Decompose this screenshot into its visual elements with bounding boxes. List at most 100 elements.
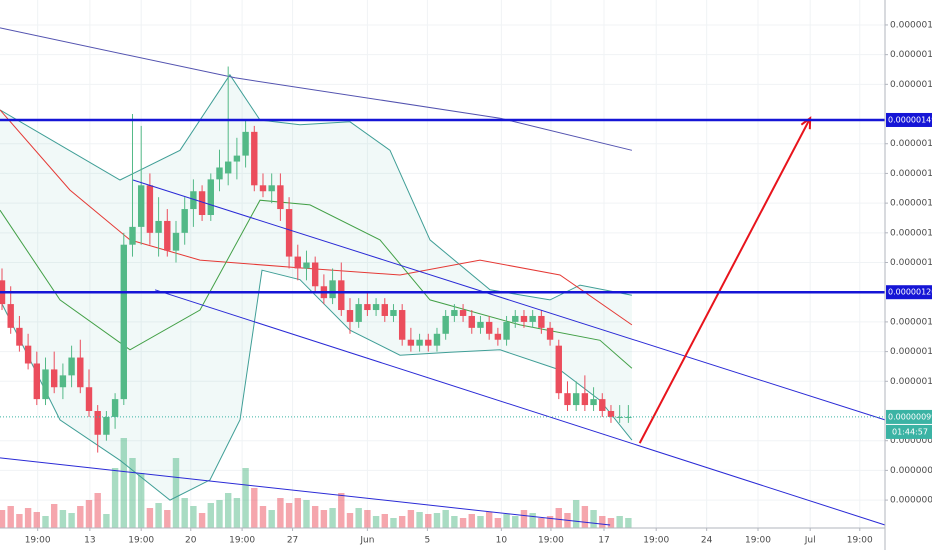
candle-body [42, 369, 49, 400]
candle-body [364, 304, 371, 311]
candle-body [277, 185, 284, 210]
candle-body [581, 393, 589, 406]
candle-body [616, 416, 623, 418]
x-tick-label: 19:00 [847, 536, 873, 546]
candle-body [407, 339, 415, 346]
volume-bar [512, 516, 519, 528]
volume-bar [120, 438, 127, 528]
candle-body [564, 393, 571, 406]
trendline [154, 289, 886, 526]
volume-bar [277, 498, 284, 528]
candle-body [24, 345, 32, 364]
volume-bar [224, 493, 232, 528]
candle-body [459, 310, 467, 316]
candle-body [451, 310, 458, 316]
candle-body [338, 280, 345, 311]
volume-bar [77, 506, 84, 528]
candle-body [494, 333, 502, 340]
x-tick-label: 19:00 [643, 536, 669, 546]
volume-bar [590, 510, 597, 528]
candle-body [59, 375, 67, 388]
candle-body [85, 387, 93, 411]
candle-body [607, 410, 615, 417]
candle-body [259, 185, 267, 192]
volume-bar [433, 513, 441, 528]
candle-body [512, 315, 519, 322]
candle-body [398, 310, 406, 340]
x-tick-label: 17 [598, 536, 609, 546]
bollinger-upper [0, 73, 632, 301]
x-tick-label: 19:00 [25, 536, 51, 546]
x-tick-label: 19:00 [538, 536, 564, 546]
volume-bar [581, 506, 589, 528]
candle-body [181, 209, 188, 233]
volume-bar [68, 513, 75, 528]
countdown-label: 01:44:57 [892, 427, 928, 436]
volume-bar [477, 516, 484, 528]
x-tick-label: 27 [287, 536, 298, 546]
volume-bar [259, 506, 267, 528]
volume-bar [233, 498, 241, 528]
candle-body [146, 185, 154, 233]
last-price-label: 0.00000099 [888, 412, 932, 421]
y-tick-label: 0.00000160 [890, 50, 932, 60]
candle-body [381, 304, 388, 316]
volume-bar [459, 518, 467, 528]
candle-body [468, 315, 475, 328]
moving-average [0, 199, 633, 369]
volume-bar [7, 506, 14, 528]
volume-bar [137, 473, 145, 528]
volume-bar [0, 510, 6, 528]
volume-bar [390, 518, 397, 528]
candle-body [94, 410, 101, 435]
y-tick-label: 0.00000125 [890, 258, 932, 268]
candle-body [207, 179, 214, 216]
candle-body [590, 399, 597, 406]
candle-body [164, 220, 171, 251]
countdown-box [886, 424, 932, 439]
volume-bar [198, 513, 206, 528]
volume-bar [50, 504, 58, 528]
volume-bar [251, 488, 258, 528]
volume-bar [311, 506, 319, 528]
candle-body [103, 416, 110, 435]
volume-bar [451, 516, 458, 528]
candle-body [233, 155, 241, 162]
volume-bar [625, 518, 632, 528]
candle-body [390, 310, 397, 316]
volume-bar [494, 518, 502, 528]
volume-bar [42, 516, 49, 528]
volume-bar [442, 510, 449, 528]
y-tick-label: 0.00000110 [890, 347, 932, 357]
candle-body [198, 191, 206, 216]
volume-bar [242, 468, 249, 528]
volume-bar [146, 508, 154, 528]
volume-bar [216, 500, 223, 528]
volume-bar [425, 514, 432, 528]
arrow-head [800, 116, 812, 130]
volume-bar [503, 514, 510, 528]
candle-body [546, 327, 554, 340]
y-tick-label: 0.00000090 [890, 466, 932, 476]
trendline [0, 457, 611, 526]
volume-bar [416, 512, 423, 528]
candle-body [16, 327, 23, 346]
volume-bar [181, 498, 188, 528]
x-tick-label: Jun [359, 536, 374, 546]
volume-bar [190, 506, 197, 528]
volume-bar [16, 514, 23, 528]
candle-body [555, 345, 562, 394]
level-label: 0.00000149 [888, 115, 932, 124]
candle-body [190, 191, 197, 210]
level-box [886, 112, 932, 127]
volume-bar [338, 493, 345, 528]
volume-bar [381, 514, 388, 528]
y-tick-label: 0.00000155 [890, 80, 932, 90]
candle-body [599, 399, 606, 411]
level-label: 0.00000120 [888, 288, 932, 297]
candle-body [7, 304, 14, 328]
y-tick-label: 0.00000165 [890, 20, 932, 30]
candle-body [120, 244, 127, 400]
volume-bar [103, 514, 110, 528]
candle-body [477, 321, 484, 328]
